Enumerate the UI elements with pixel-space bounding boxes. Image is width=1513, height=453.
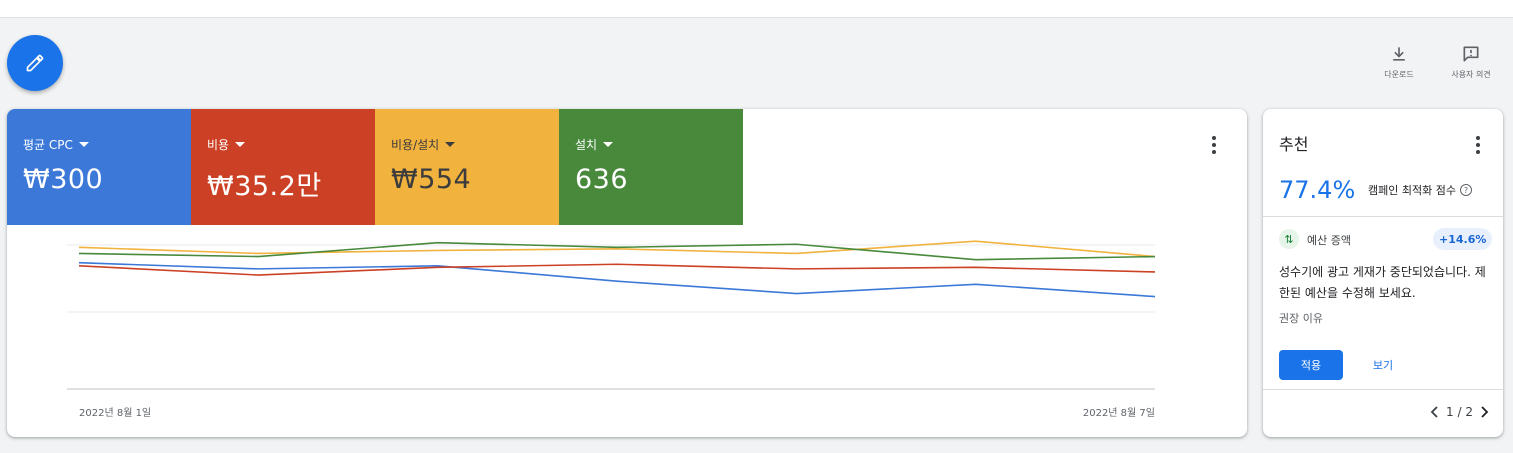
recommendation-description: 성수기에 광고 게재가 중단되었습니다. 제한된 예산을 수정해 보세요.: [1279, 265, 1486, 300]
chevron-left-icon[interactable]: [1430, 406, 1440, 418]
view-button[interactable]: 보기: [1363, 350, 1403, 380]
divider: [1263, 216, 1503, 217]
feedback-button[interactable]: 사용자 의견: [1436, 44, 1506, 80]
metric-label: 설치: [575, 138, 598, 152]
optimization-score-label: 캠페인 최적화 점수: [1368, 184, 1456, 197]
edit-button[interactable]: [7, 35, 63, 91]
recommendation-reason-link[interactable]: 권장 이유: [1279, 312, 1323, 325]
more-options-icon[interactable]: [1468, 135, 1488, 155]
series-line-2: [78, 240, 1156, 258]
metric-cost[interactable]: 비용 ₩35.2만: [191, 109, 375, 225]
series-line-0: [78, 261, 1156, 298]
metric-avg-cpc[interactable]: 평균 CPC ₩300: [7, 109, 191, 225]
feedback-label: 사용자 의견: [1451, 70, 1491, 79]
series-line-1: [78, 263, 1156, 276]
download-label: 다운로드: [1384, 70, 1414, 79]
recommendations-card: 추천 77.4% 캠페인 최적화 점수 ? ⇅ 예산 증액 +14.6% 성수기…: [1263, 109, 1503, 437]
divider: [1263, 389, 1503, 390]
performance-line-chart: [67, 240, 1156, 390]
optimization-score: 77.4%: [1279, 176, 1356, 204]
metric-installs[interactable]: 설치 636: [559, 109, 743, 225]
chevron-right-icon[interactable]: [1479, 406, 1489, 418]
apply-button[interactable]: 적용: [1279, 350, 1343, 380]
metric-label: 평균 CPC: [23, 138, 73, 152]
series-line-3: [78, 241, 1156, 261]
pencil-icon: [26, 54, 44, 72]
caret-down-icon: [445, 142, 456, 147]
help-icon[interactable]: ?: [1459, 184, 1472, 196]
caret-down-icon: [235, 142, 246, 147]
caret-down-icon: [78, 142, 89, 147]
x-tick-label: 2022년 8월 7일: [1082, 408, 1155, 419]
feedback-icon: [1463, 46, 1479, 62]
metric-label: 비용/설치: [391, 138, 440, 152]
top-bar: [0, 0, 1513, 18]
recommendations-title: 추천: [1279, 135, 1309, 154]
metric-value: ₩35.2만: [207, 171, 322, 202]
uplift-badge: +14.6%: [1433, 228, 1493, 250]
recommendation-type: 예산 증액: [1307, 234, 1351, 247]
budget-increase-icon: ⇅: [1279, 229, 1299, 249]
more-options-icon[interactable]: [1204, 135, 1224, 155]
metric-value: ₩554: [391, 164, 472, 195]
download-icon: [1393, 47, 1405, 61]
metric-value: ₩300: [23, 164, 104, 195]
metric-cost-per-install[interactable]: 비용/설치 ₩554: [375, 109, 559, 225]
x-tick-label: 2022년 8월 1일: [79, 408, 152, 419]
metric-label: 비용: [207, 138, 230, 152]
caret-down-icon: [603, 142, 614, 147]
pager: 1 / 2: [1430, 405, 1489, 419]
metric-value: 636: [575, 164, 629, 195]
download-button[interactable]: 다운로드: [1364, 44, 1434, 80]
pager-count: 1 / 2: [1446, 405, 1473, 419]
performance-card: 평균 CPC ₩300 비용 ₩35.2만 비용/설치 ₩554 설치 636 …: [7, 109, 1247, 437]
